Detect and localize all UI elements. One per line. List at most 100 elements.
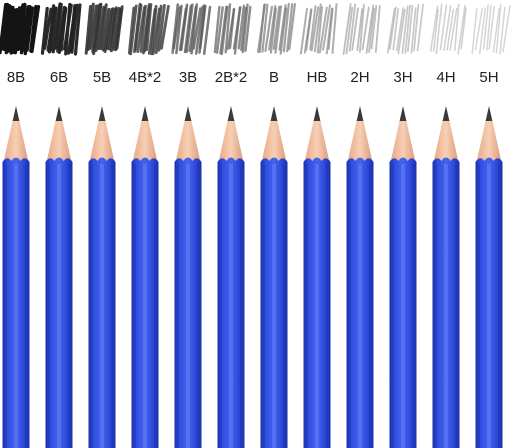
pencil-graphite-tip [184,106,192,121]
pencil-body [346,157,374,448]
shading-swatch [471,3,511,55]
grade-label: 5B [93,69,111,86]
pencil [475,106,503,448]
shading-swatches [0,2,511,56]
pencil-edge [349,164,351,448]
pencil-highlight [14,164,18,448]
pencil-edge [177,164,179,448]
grade-label: 2B*2 [215,69,248,86]
pencil-wood [89,120,115,162]
pencil-wood [46,120,72,162]
pencil-body [217,157,245,448]
pencil-highlight [358,164,362,448]
pencil-edge [68,164,70,448]
pencil-highlight [401,164,405,448]
pencil-edge [240,164,242,448]
grade-label: 6B [50,69,68,86]
pencil-edge [306,164,308,448]
shading-swatch [40,2,82,56]
pencil-edge [326,164,328,448]
pencil-edge [498,164,500,448]
pencil-edge [369,164,371,448]
pencil-body [260,157,288,448]
pencil-highlight [57,164,61,448]
pencil-highlight [315,164,319,448]
grade-label: HB [307,69,328,86]
pencil-edge [220,164,222,448]
pencil-wood [347,120,373,162]
pencil [303,106,331,448]
pencil-highlight [143,164,147,448]
pencil-wood [433,120,459,162]
pencil [389,106,417,448]
pencil-body [2,157,30,448]
pencil-body [174,157,202,448]
pencil-body [303,157,331,448]
shading-swatch [171,3,212,55]
pencil-highlight [229,164,233,448]
pencils [2,106,503,448]
pencil-edge [197,164,199,448]
pencil [45,106,73,448]
pencil-wood [132,120,158,162]
pencil [131,106,159,448]
pencil-wood [390,120,416,162]
pencil-graphite-tip [270,106,278,121]
pencil [432,106,460,448]
shading-swatch [342,3,381,55]
grade-label: 3H [393,69,412,86]
pencil-wood [175,120,201,162]
shading-swatch [84,2,124,56]
grade-label: 5H [479,69,498,86]
pencil-body [475,157,503,448]
grade-label: 4H [436,69,455,86]
pencil-edge [91,164,93,448]
pencil [346,106,374,448]
pencil-wood [218,120,244,162]
pencil-wood [476,120,502,162]
pencil-highlight [487,164,491,448]
pencil-body [389,157,417,448]
grade-label: 8B [7,69,25,86]
pencil-edge [134,164,136,448]
pencil-edge [412,164,414,448]
shading-swatch [299,3,338,55]
pencil-body [131,157,159,448]
grade-labels: 8B 6B 5B 4B*2 3B 2B*2 B HB 2H 3H 4H 5H [7,69,499,86]
shading-swatch [213,3,252,56]
pencil-body [45,157,73,448]
shading-swatch [127,2,170,56]
pencil-edge [478,164,480,448]
pencil-graphite-tip [356,106,364,121]
pencil-edge [283,164,285,448]
pencil [2,106,30,448]
grade-label: 3B [179,69,197,86]
pencil-edge [263,164,265,448]
pencil-highlight [186,164,190,448]
pencil-highlight [444,164,448,448]
pencil-edge [48,164,50,448]
pencil-edge [435,164,437,448]
pencil-edge [455,164,457,448]
pencil-edge [392,164,394,448]
pencil-edge [154,164,156,448]
shading-swatch [257,2,296,55]
pencil-graphite-tip [55,106,63,121]
pencil-graphite-tip [442,106,450,121]
pencil-body [88,157,116,448]
grade-label: 4B*2 [129,69,162,86]
shading-swatch [429,3,467,55]
pencil-graphite-tip [313,106,321,121]
pencil-graphite-tip [485,106,493,121]
pencil-graphite-tip [227,106,235,121]
grade-label: 2H [350,69,369,86]
pencil-highlight [100,164,104,448]
pencil-graphite-tip [399,106,407,121]
pencil-wood [304,120,330,162]
shading-swatch [386,3,424,55]
grade-label: B [269,69,279,86]
pencil-wood [261,120,287,162]
pencil [174,106,202,448]
